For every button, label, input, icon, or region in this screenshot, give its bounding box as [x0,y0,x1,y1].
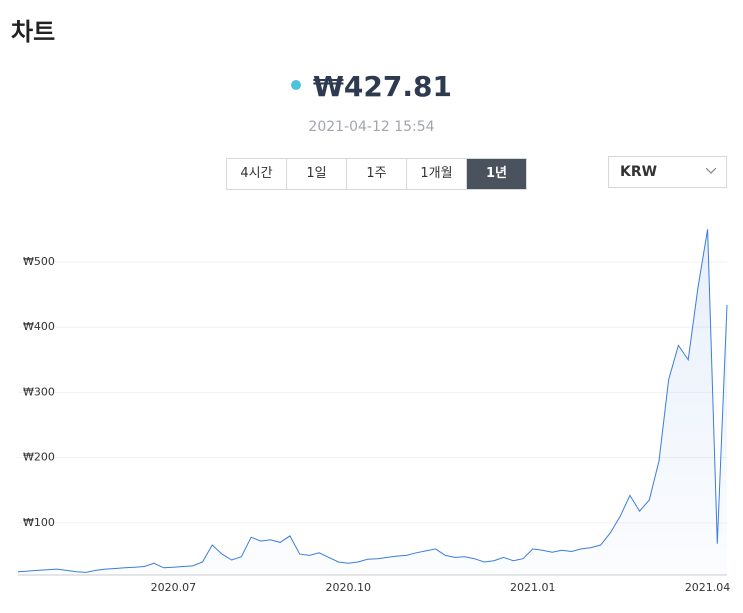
x-tick-label: 2020.07 [151,581,197,594]
range-button[interactable]: 1개월 [406,159,466,189]
range-button[interactable]: 1주 [346,159,406,189]
y-tick-label: ₩500 [23,255,55,268]
range-button[interactable]: 1일 [286,159,346,189]
range-buttons: 4시간 1일 1주 1개월 1년 [226,158,527,190]
y-tick-label: ₩300 [23,385,55,398]
y-tick-label: ₩200 [23,451,55,464]
x-tick-label: 2021.04 [685,581,731,594]
price-time: 2021-04-12 15:54 [308,119,435,135]
area [18,229,727,576]
y-tick-label: ₩400 [23,320,55,333]
x-tick-label: 2020.10 [325,581,371,594]
page-title: 차트 [11,18,56,46]
range-button[interactable]: 1년 [466,159,526,189]
x-tick-label: 2021.01 [510,581,556,594]
price-row: ₩427.81 [0,70,743,103]
chevron [706,168,716,174]
currency-select[interactable]: KRW [608,156,727,188]
currency-label: KRW [620,164,658,180]
status-dot [291,80,302,90]
price: ₩427.81 [313,70,452,103]
line [17,229,728,573]
chart: ₩100 ₩200 ₩300 ₩400 ₩500 2020.07 2020.10 2021.0… [17,229,731,594]
y-tick-label: ₩100 [23,516,55,529]
range-button[interactable]: 4시간 [240,166,273,181]
